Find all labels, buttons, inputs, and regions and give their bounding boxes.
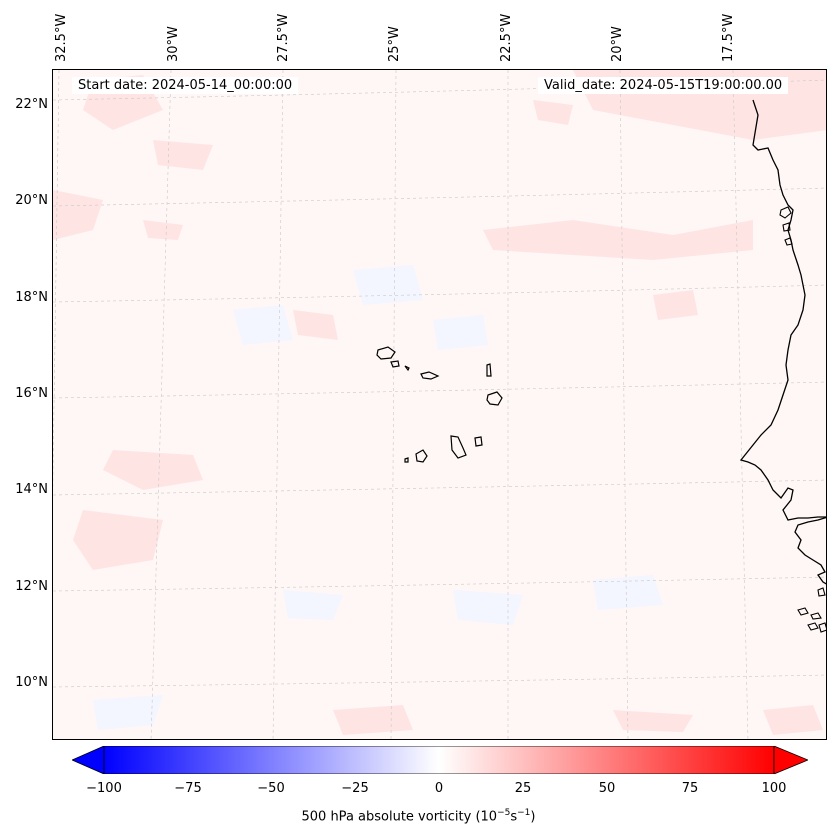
lon-label-27-5w: 27.5°W bbox=[276, 13, 291, 62]
bijagos-islands bbox=[797, 587, 826, 633]
start-date-box: Start date: 2024-05-14_00:00:00 bbox=[72, 77, 299, 94]
colorbar-max-arrow bbox=[773, 746, 808, 774]
colorbar-tick-label: −25 bbox=[341, 781, 369, 796]
colorbar bbox=[72, 746, 808, 774]
valid-date-text: Valid_date: 2024-05-15T19:00:00.00 bbox=[544, 78, 783, 93]
colorbar-tick-label: 0 bbox=[434, 781, 444, 796]
lat-label-14n: 14°N bbox=[15, 482, 48, 497]
lat-label-22n: 22°N bbox=[15, 97, 48, 112]
lon-label-32-5w: 32.5°W bbox=[54, 13, 69, 62]
map-panel bbox=[52, 69, 827, 740]
africa-coastline-south bbox=[794, 516, 826, 585]
africa-coastline bbox=[739, 99, 826, 521]
lat-label-18n: 18°N bbox=[15, 290, 48, 305]
colorbar-min-arrow bbox=[72, 746, 105, 774]
lat-label-20n: 20°N bbox=[15, 193, 48, 208]
cape-verde-islands bbox=[376, 346, 503, 463]
lon-label-25w: 25°W bbox=[387, 26, 402, 62]
lon-label-22-5w: 22.5°W bbox=[499, 13, 514, 62]
colorbar-label: 500 hPa absolute vorticity (10−5s−1) bbox=[301, 808, 536, 825]
map-canvas bbox=[53, 70, 826, 739]
colorbar-tick-label: −50 bbox=[257, 781, 285, 796]
start-date-text: Start date: 2024-05-14_00:00:00 bbox=[78, 78, 293, 93]
lat-label-16n: 16°N bbox=[15, 386, 48, 401]
vorticity-field-background bbox=[53, 70, 826, 739]
positive-vorticity-patches bbox=[53, 70, 826, 735]
lat-label-10n: 10°N bbox=[15, 675, 48, 690]
valid-date-box: Valid_date: 2024-05-15T19:00:00.00 bbox=[538, 77, 789, 94]
colorbar-gradient bbox=[103, 746, 775, 774]
colorbar-tick-label: 100 bbox=[761, 781, 787, 796]
negative-vorticity-patches bbox=[93, 265, 663, 730]
lon-label-20w: 20°W bbox=[610, 26, 625, 62]
colorbar-tick-label: 25 bbox=[514, 781, 532, 796]
lon-label-30w: 30°W bbox=[166, 26, 181, 62]
canary-islands bbox=[779, 206, 793, 246]
colorbar-tick-label: 75 bbox=[681, 781, 699, 796]
colorbar-tick-label: −100 bbox=[86, 781, 122, 796]
lat-label-12n: 12°N bbox=[15, 579, 48, 594]
colorbar-tick-label: 50 bbox=[598, 781, 616, 796]
colorbar-tick-label: −75 bbox=[174, 781, 202, 796]
lon-label-17-5w: 17.5°W bbox=[721, 13, 736, 62]
